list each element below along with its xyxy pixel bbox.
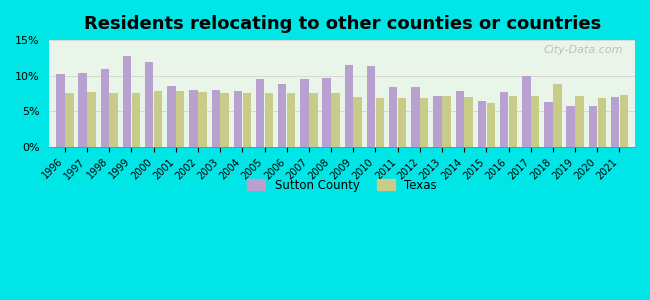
Bar (109, 93, 118, 147)
Bar (145, 62, 153, 147)
Bar (278, 84, 287, 147)
Bar (132, 93, 140, 147)
Bar (287, 93, 295, 147)
Title: Residents relocating to other counties or countries: Residents relocating to other counties o… (84, 15, 601, 33)
Bar (154, 91, 162, 147)
Bar (189, 90, 198, 147)
Bar (332, 93, 340, 147)
Bar (123, 56, 131, 147)
Bar (434, 96, 442, 147)
Bar (79, 73, 87, 147)
Bar (531, 96, 540, 147)
Bar (56, 74, 64, 147)
Bar (176, 91, 185, 147)
Bar (398, 98, 406, 147)
Bar (354, 97, 362, 147)
Bar (456, 91, 464, 147)
Bar (322, 78, 331, 147)
Bar (589, 106, 597, 147)
Bar (87, 92, 96, 147)
Bar (619, 95, 628, 147)
Bar (478, 100, 486, 147)
Bar (575, 96, 584, 147)
Bar (300, 79, 309, 147)
Bar (389, 87, 397, 147)
Bar (522, 76, 530, 147)
Bar (611, 97, 619, 147)
Bar (101, 69, 109, 147)
Bar (65, 93, 73, 147)
Bar (220, 93, 229, 147)
Bar (376, 98, 384, 147)
Bar (500, 92, 508, 147)
Bar (442, 96, 450, 147)
Bar (256, 79, 265, 147)
Bar (487, 103, 495, 147)
Bar (309, 93, 318, 147)
Bar (367, 66, 375, 147)
Bar (411, 87, 420, 147)
Bar (344, 65, 353, 147)
Bar (265, 93, 273, 147)
Bar (420, 98, 428, 147)
Legend: Sutton County, Texas: Sutton County, Texas (242, 174, 441, 196)
Bar (167, 86, 176, 147)
Bar (242, 93, 251, 147)
Text: City-Data.com: City-Data.com (544, 45, 623, 56)
Bar (566, 106, 575, 147)
Bar (553, 84, 562, 147)
Bar (198, 92, 207, 147)
Bar (509, 96, 517, 147)
Bar (234, 91, 242, 147)
Bar (211, 90, 220, 147)
Bar (544, 102, 552, 147)
Bar (464, 97, 473, 147)
Bar (597, 98, 606, 147)
